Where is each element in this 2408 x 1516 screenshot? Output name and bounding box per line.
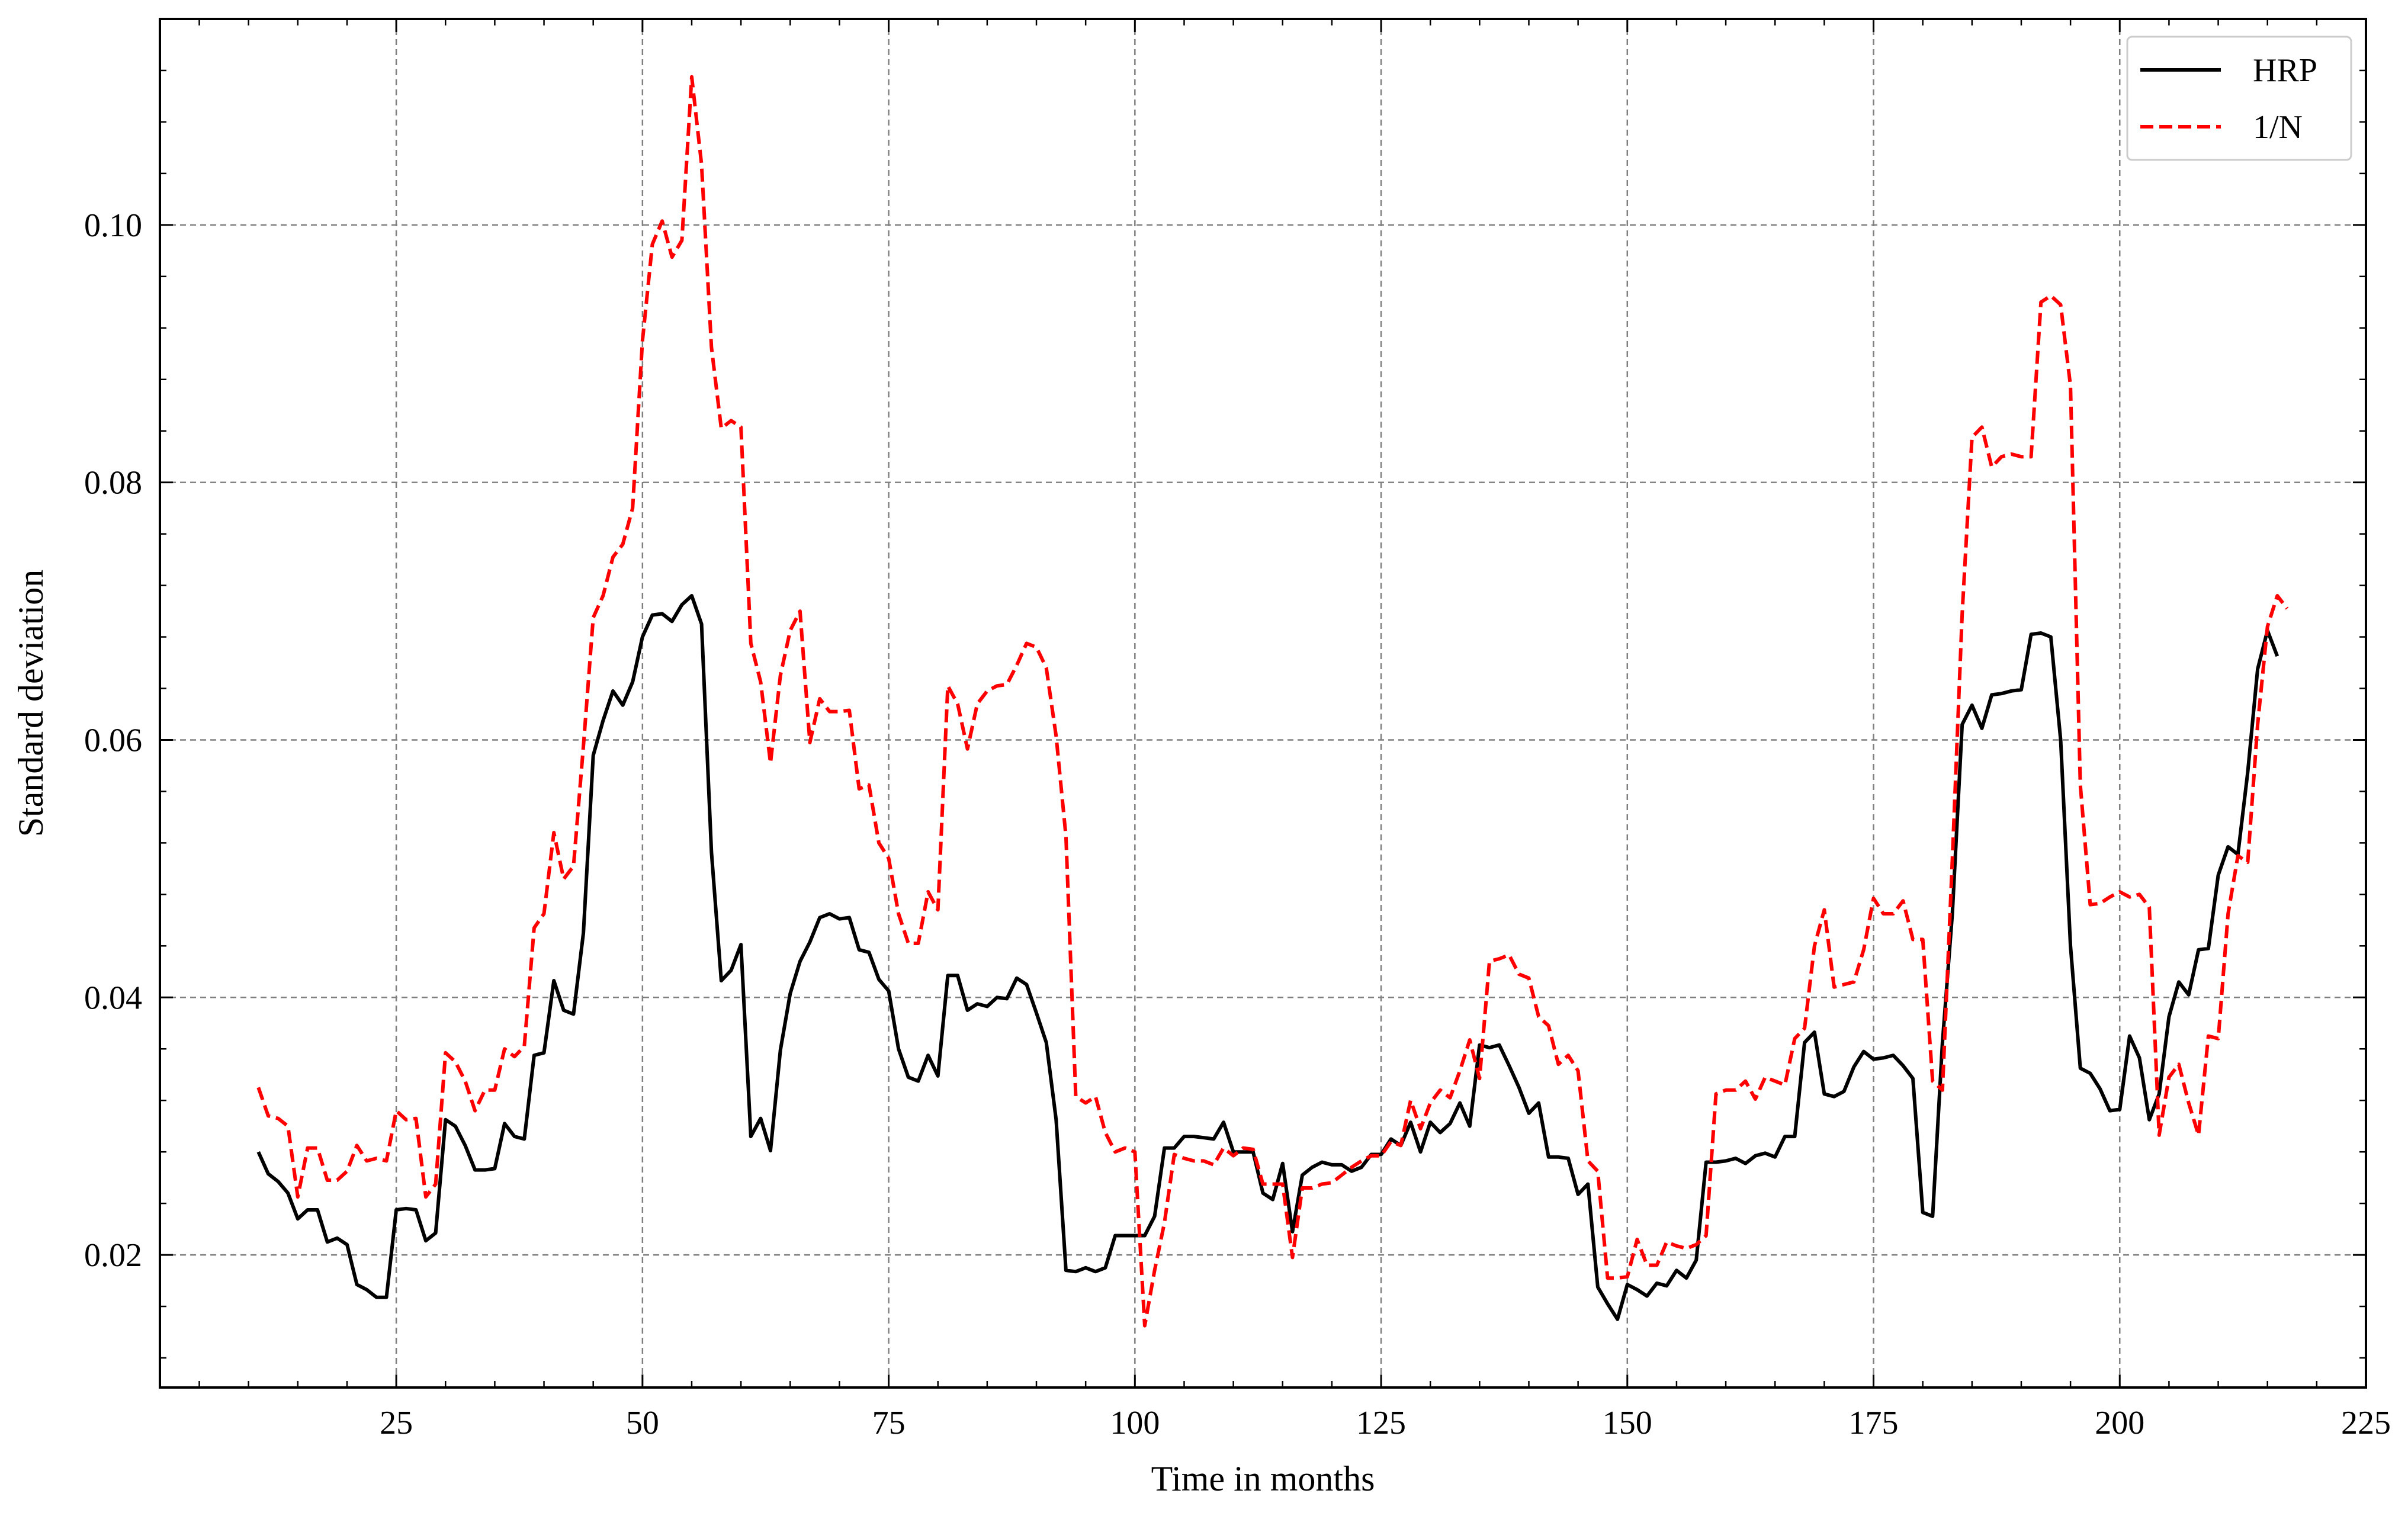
legend-label-hrp: HRP — [2253, 52, 2317, 89]
x-tick-label: 25 — [380, 1405, 413, 1441]
y-tick-label: 0.08 — [84, 465, 142, 502]
x-tick-label: 150 — [1603, 1405, 1652, 1441]
y-tick-label: 0.04 — [84, 979, 142, 1016]
x-tick-label: 175 — [1849, 1405, 1899, 1441]
y-axis-label: Standard deviation — [11, 570, 50, 837]
y-tick-label: 0.10 — [84, 207, 142, 244]
legend-label-1-over-n: 1/N — [2253, 109, 2303, 146]
x-tick-label: 100 — [1110, 1405, 1160, 1441]
x-tick-label: 200 — [2095, 1405, 2144, 1441]
x-tick-label: 50 — [626, 1405, 659, 1441]
x-tick-label: 125 — [1356, 1405, 1406, 1441]
y-tick-label: 0.06 — [84, 722, 142, 759]
x-tick-label: 75 — [872, 1405, 906, 1441]
legend: HRP 1/N — [2127, 37, 2351, 160]
x-tick-label: 225 — [2341, 1405, 2391, 1441]
x-axis-label: Time in months — [1151, 1459, 1375, 1498]
legend-box — [2127, 37, 2351, 160]
y-tick-label: 0.02 — [84, 1237, 142, 1274]
